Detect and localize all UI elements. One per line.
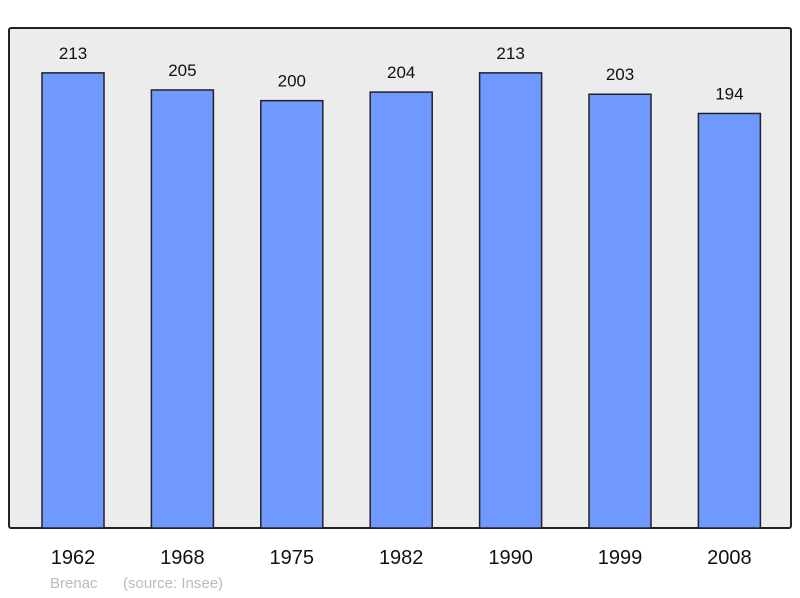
bar-2008 (697, 112, 762, 529)
commune-name: Brenac (50, 575, 98, 592)
bar-1968 (150, 89, 215, 529)
bar-1990 (478, 72, 543, 529)
data-label-1962: 213 (59, 44, 87, 63)
x-tick-label-2008: 2008 (707, 547, 752, 569)
x-tick-label-1962: 1962 (51, 547, 96, 569)
x-tick-label-1982: 1982 (379, 547, 424, 569)
x-tick-label-1990: 1990 (488, 547, 533, 569)
source-note: (source: Insee) (123, 575, 224, 592)
data-label-1982: 204 (387, 63, 415, 82)
data-label-1975: 200 (278, 72, 306, 91)
bar-1999 (588, 93, 652, 529)
x-tick-label-1968: 1968 (160, 547, 205, 569)
data-label-2008: 194 (715, 84, 743, 103)
x-tick-label-1975: 1975 (270, 547, 315, 569)
data-label-1999: 203 (606, 65, 634, 84)
x-tick-label-1999: 1999 (598, 547, 643, 569)
data-label-1968: 205 (168, 61, 196, 80)
data-label-1990: 213 (496, 44, 524, 63)
bar-1962 (41, 72, 105, 529)
bar-1975 (260, 99, 324, 529)
bar-1982 (369, 91, 433, 529)
